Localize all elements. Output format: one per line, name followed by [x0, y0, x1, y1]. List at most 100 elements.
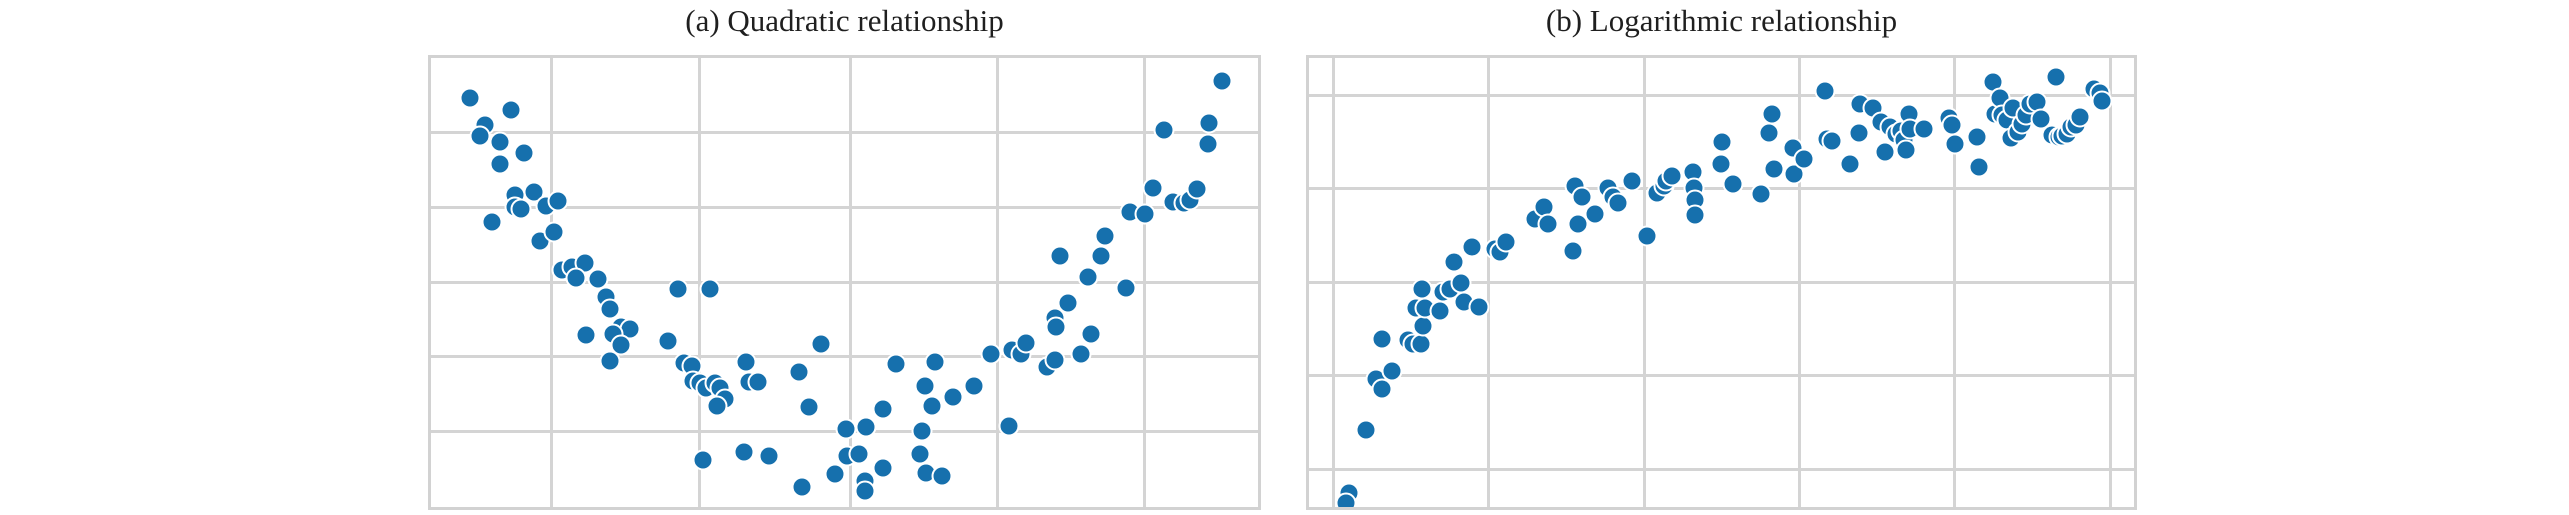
scatter-point [1941, 114, 1963, 136]
scatter-point [914, 375, 936, 397]
scatter-point [1094, 225, 1116, 247]
scatter-point [1134, 203, 1156, 225]
scatter-point [1848, 122, 1870, 144]
scatter-point [565, 267, 587, 289]
scatter-point [1115, 277, 1137, 299]
scatter-point [2030, 108, 2052, 130]
scatter-point [1045, 316, 1067, 338]
scatter-point [1607, 192, 1629, 214]
plot-a-title: (a) Quadratic relationship [685, 3, 1004, 38]
scatter-point [998, 415, 1020, 437]
scatter-point [1080, 323, 1102, 345]
scatter-point [733, 441, 755, 463]
scatter-point [459, 87, 481, 109]
scatter-point [510, 198, 532, 220]
scatter-point [909, 443, 931, 465]
scatter-point [824, 463, 846, 485]
plot-b-title: (b) Logarithmic relationship [1545, 3, 1898, 38]
scatter-point [1335, 492, 1357, 507]
scatter-point [692, 449, 714, 471]
scatter-point [1722, 173, 1744, 195]
scatter-point [872, 398, 894, 420]
gridline-horizontal [431, 130, 1258, 134]
scatter-point [469, 125, 491, 147]
gridline-horizontal [1309, 186, 2134, 190]
scatter-point [1710, 153, 1732, 175]
scatter-point [931, 465, 953, 487]
scatter-point [1429, 300, 1451, 322]
scatter-point [980, 343, 1002, 365]
scatter-point [1057, 292, 1079, 314]
scatter-point [835, 418, 857, 440]
scatter-point [921, 395, 943, 417]
scatter-point [1968, 156, 1990, 178]
gridline-horizontal [431, 354, 1258, 358]
gridline-horizontal [431, 280, 1258, 284]
scatter-point [1142, 177, 1164, 199]
scatter-point [1077, 266, 1099, 288]
scatter-point [1211, 70, 1233, 92]
scatter-point [1567, 213, 1589, 235]
scatter-point [1450, 272, 1472, 294]
scatter-point [1839, 153, 1861, 174]
scatter-point [942, 386, 964, 408]
scatter-point [1761, 103, 1783, 125]
scatter-point [1966, 126, 1988, 148]
scatter-point [1355, 419, 1377, 441]
scatter-point [1874, 141, 1896, 163]
scatter-point [1793, 148, 1815, 170]
scatter-point [513, 142, 535, 164]
scatter-point [599, 298, 621, 320]
scatter-point [575, 324, 597, 346]
scatter-point [699, 278, 721, 300]
scatter-point [599, 350, 621, 372]
scatter-point [1015, 332, 1037, 354]
scatter-point [911, 420, 933, 442]
scatter-point [1186, 178, 1208, 200]
scatter-point [855, 416, 877, 438]
scatter-point [1821, 130, 1843, 152]
scatter-point [1461, 236, 1483, 258]
scatter-point [2091, 90, 2113, 112]
scatter-point [1381, 360, 1403, 382]
scatter-point [1197, 133, 1219, 155]
scatter-point [1584, 203, 1606, 225]
scatter-point [1090, 245, 1112, 267]
scatter-point [1944, 133, 1966, 155]
gridline-horizontal [1309, 374, 2134, 378]
scatter-point [854, 480, 876, 502]
scatter-point [481, 211, 503, 233]
scatter-point [810, 333, 832, 355]
gridline-horizontal [1309, 467, 2134, 471]
scatter-point [848, 443, 870, 465]
scatter-point [1410, 333, 1432, 355]
scatter-point [1537, 213, 1559, 235]
scatter-point [1562, 240, 1584, 262]
scatter-point [885, 353, 907, 375]
scatter-point [1763, 158, 1785, 180]
scatter-point [1153, 119, 1175, 141]
scatter-point [1371, 378, 1393, 400]
gridline-horizontal [431, 205, 1258, 209]
scatter-point [924, 351, 946, 373]
scatter-point [1913, 118, 1935, 140]
scatter-point [963, 375, 985, 397]
scatter-point [489, 153, 511, 175]
scatter-point [735, 351, 757, 373]
scatter-point [1895, 139, 1917, 161]
scatter-point [489, 131, 511, 153]
scatter-point [543, 221, 565, 243]
scatter-point [706, 395, 728, 417]
scatter-point [1371, 328, 1393, 350]
scatter-point [1571, 186, 1593, 208]
scatter-point [610, 334, 632, 356]
scatter-point [2045, 66, 2067, 88]
scatter-point [1468, 296, 1490, 318]
scatter-point [500, 99, 522, 121]
scatter-point [1814, 80, 1836, 102]
scatter-point [657, 330, 679, 352]
gridline-horizontal [1309, 94, 2134, 98]
scatter-point [798, 396, 820, 418]
scatter-point [1684, 204, 1706, 226]
